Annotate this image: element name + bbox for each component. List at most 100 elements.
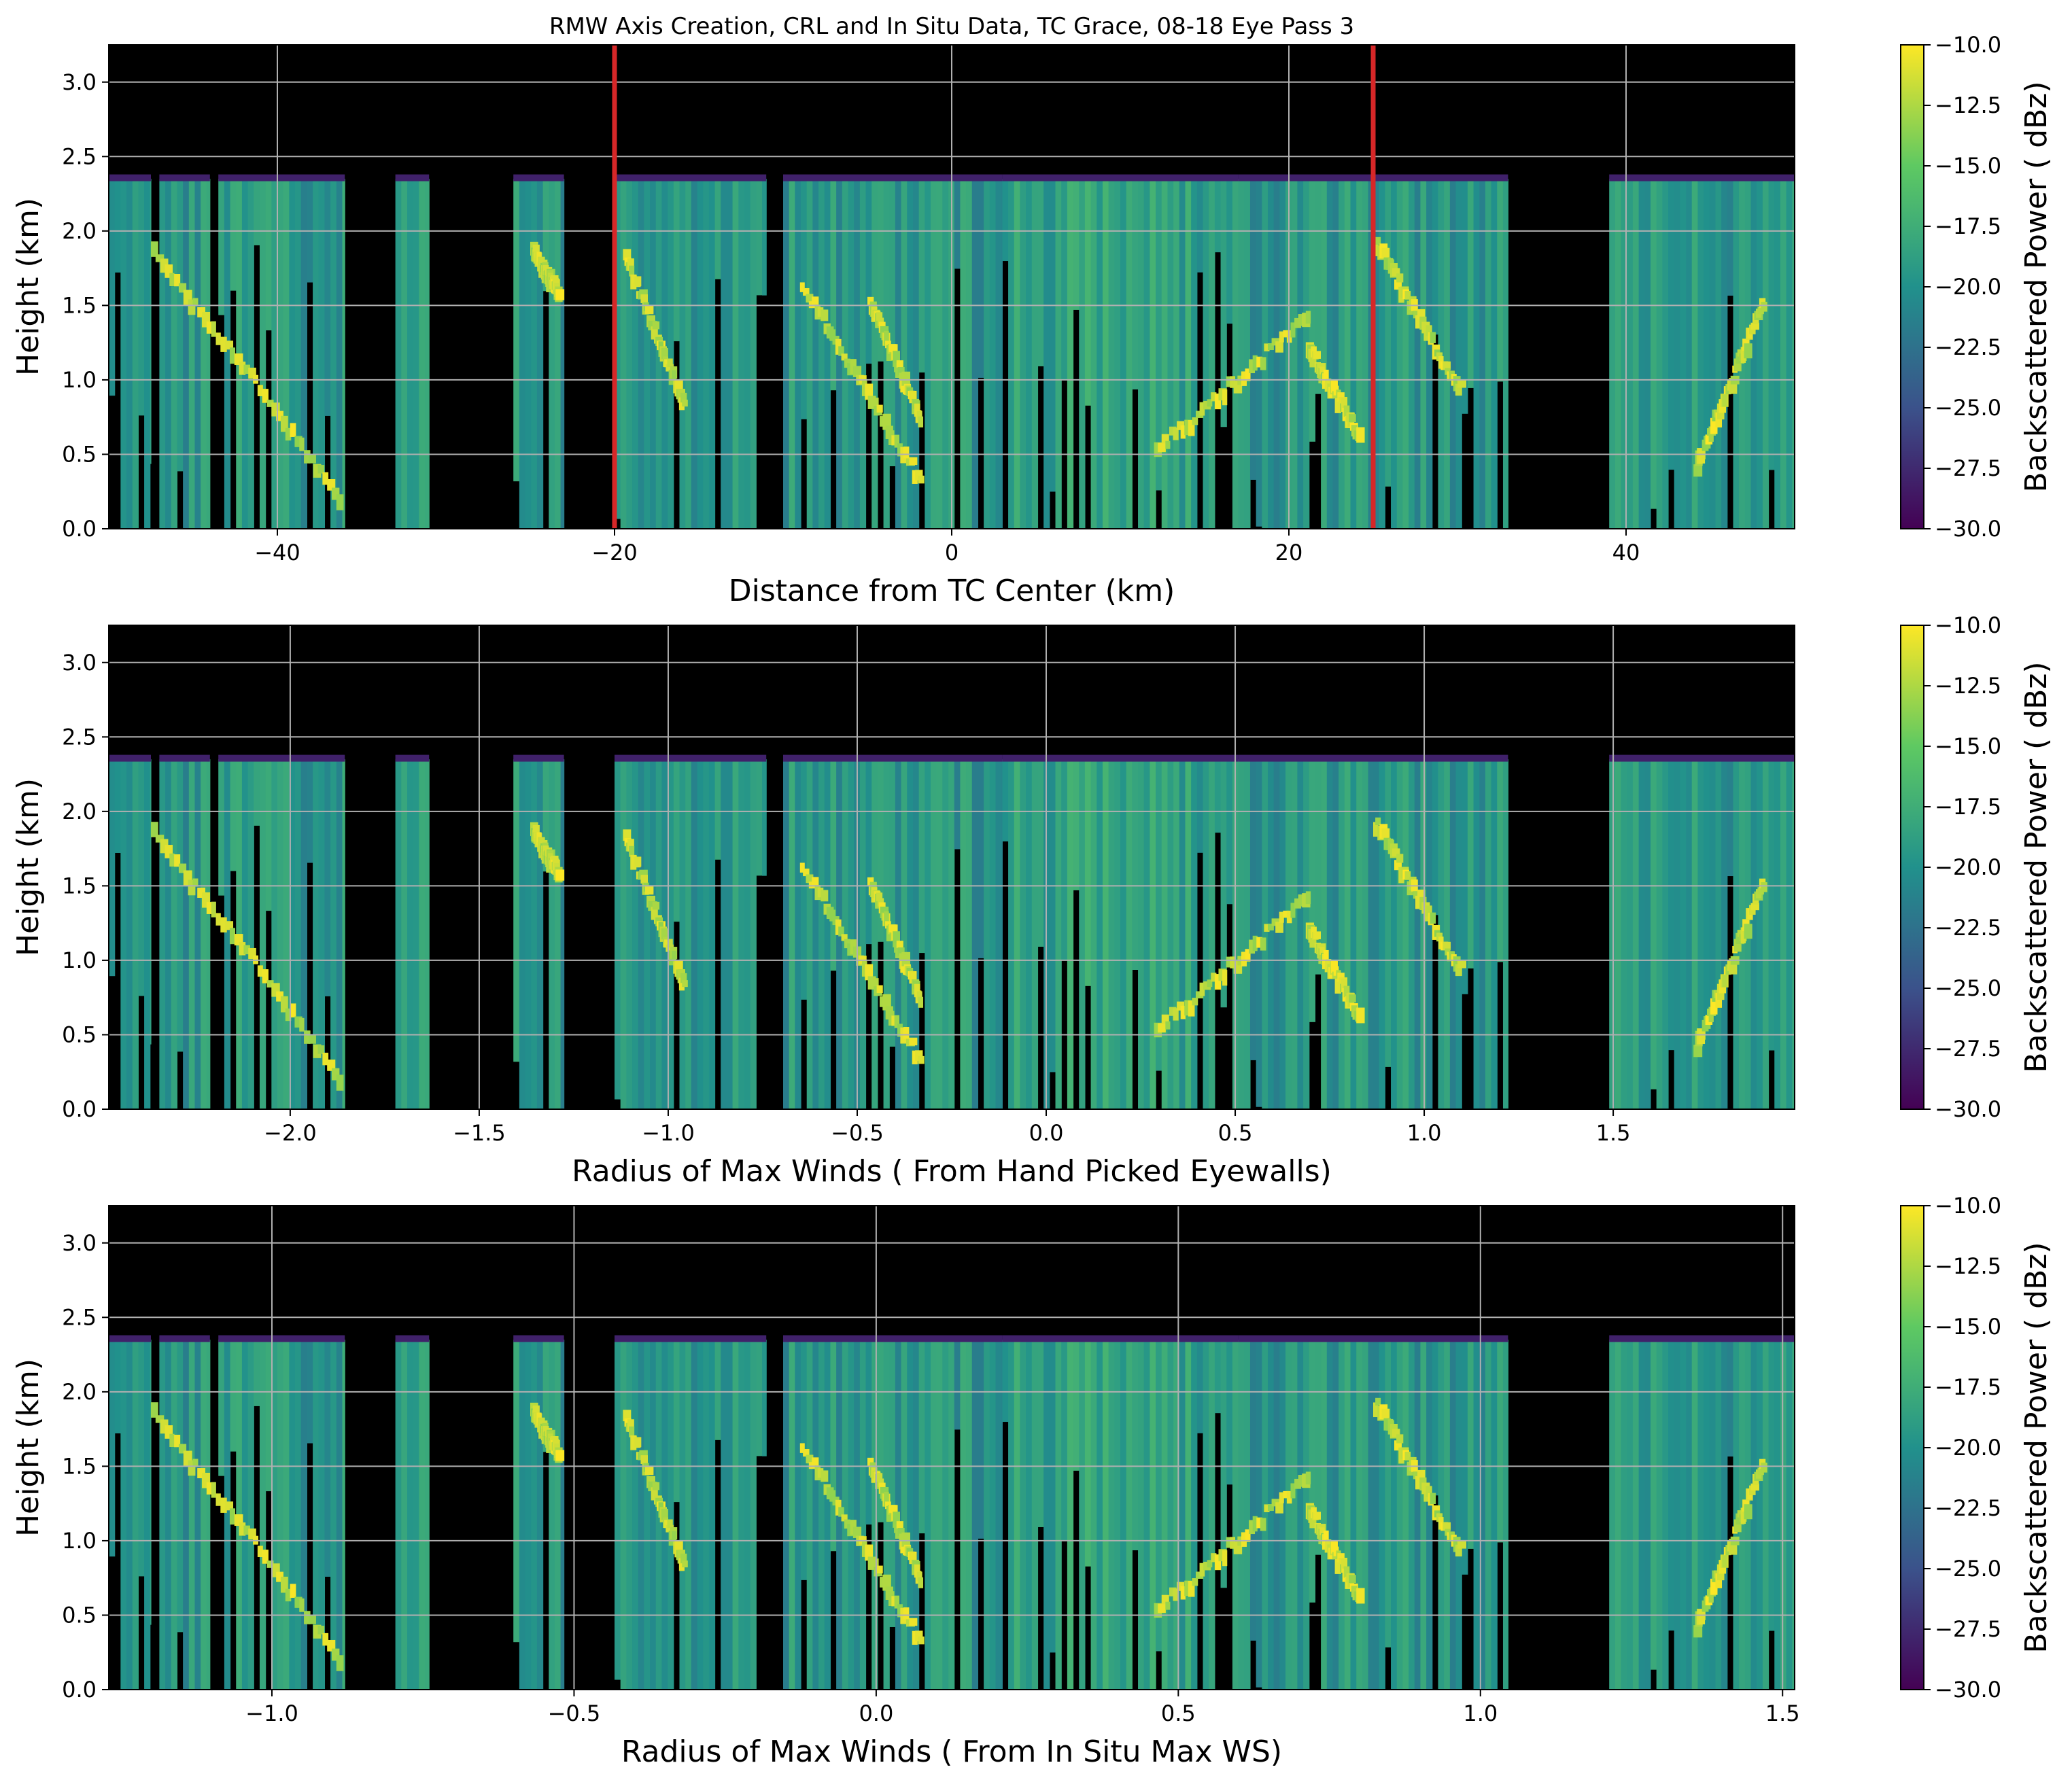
echo-strip [954, 1340, 961, 1430]
echo-strip [1432, 179, 1439, 335]
bright-band-cell [678, 1558, 685, 1571]
bright-band-cell [821, 890, 829, 902]
bright-band-cell [299, 437, 305, 451]
bright-band-cell [202, 311, 210, 328]
echo-strip [1114, 179, 1121, 529]
echo-strip [1792, 759, 1795, 1109]
echo-strip [224, 1340, 231, 1690]
echo-strip [714, 1340, 721, 1440]
echo-strip [1344, 759, 1351, 1109]
echo-strip [1126, 759, 1133, 1109]
echo-strip [1309, 179, 1316, 442]
echo-strip [756, 179, 763, 296]
echo-strip [1061, 179, 1068, 380]
bright-band-cell [197, 888, 206, 898]
bright-band-cell [829, 909, 836, 922]
bright-band-cell [1356, 1007, 1365, 1024]
echo-strip [513, 759, 520, 1062]
echo-strip [1073, 759, 1080, 890]
bright-band-cell [336, 494, 344, 510]
echo-top-edge [1373, 1335, 1508, 1342]
bright-band-cell [806, 874, 814, 884]
echo-strip [230, 759, 237, 871]
x-tick-label: −1.0 [642, 1120, 695, 1146]
echo-strip [1067, 179, 1074, 529]
bright-band-cell [1268, 343, 1274, 351]
bright-band-cell [1294, 317, 1302, 328]
echo-strip [889, 1340, 896, 1627]
bright-band-cell [891, 435, 897, 446]
echo-strip [1161, 179, 1169, 529]
bright-band-cell [1404, 290, 1411, 300]
x-tick-label: −40 [254, 540, 300, 565]
bright-band-cell [239, 1522, 246, 1536]
bright-band-cell [1199, 982, 1205, 996]
bright-band-cell [1693, 1045, 1703, 1058]
echo-strip [177, 1340, 184, 1633]
echo-strip [188, 179, 196, 529]
echo-strip [1680, 179, 1687, 529]
echo-strip [1161, 759, 1169, 1109]
bright-band-cell [651, 907, 658, 920]
echo-strip [513, 1340, 520, 1643]
echo-strip [120, 1340, 127, 1690]
bright-band-cell [1319, 366, 1325, 374]
echo-strip [901, 759, 908, 1109]
echo-strip [1632, 1340, 1640, 1690]
echo-strip [1627, 179, 1634, 529]
bright-band-cell [912, 470, 918, 484]
echo-strip [132, 179, 139, 529]
bright-band-cell [672, 950, 677, 962]
bright-band-cell [165, 264, 173, 278]
echo-strip [912, 1340, 920, 1690]
echo-strip [395, 1340, 402, 1690]
echo-strip [165, 179, 172, 529]
bright-band-cell [891, 1596, 897, 1607]
echo-strip [942, 179, 949, 529]
bright-band-cell [1375, 1397, 1381, 1406]
echo-strip [342, 179, 345, 529]
bright-band-cell [799, 862, 805, 873]
bright-band-cell [229, 928, 236, 945]
echo-strip [144, 179, 151, 529]
bright-band-cell [915, 1630, 923, 1641]
x-tick-label: 0.5 [1161, 1700, 1196, 1726]
bright-band-cell [327, 1639, 336, 1652]
bright-band-cell [1404, 871, 1411, 880]
bright-band-cell [666, 1524, 674, 1533]
echo-strip [159, 179, 166, 529]
echo-strip [1037, 1340, 1044, 1527]
echo-strip [726, 759, 733, 1109]
colorbar-tick-label: −30.0 [1935, 516, 2001, 542]
bright-band-cell [682, 400, 688, 407]
bright-band-cell [1349, 414, 1356, 423]
colorbar-tick-label: −12.5 [1935, 92, 2001, 118]
axes-frame [108, 625, 1795, 1110]
echo-strip [138, 759, 145, 996]
echo-strip [762, 1340, 767, 1456]
bright-band-cell [910, 1552, 916, 1563]
echo-top-edge [1238, 174, 1373, 181]
bright-band-cell [916, 1571, 922, 1582]
echo-strip [1350, 179, 1357, 529]
x-tick-label: 0.5 [1218, 1120, 1253, 1146]
echo-strip [1090, 179, 1097, 529]
echo-strip [1426, 1340, 1433, 1690]
bright-band-cell [867, 877, 874, 887]
echo-strip [144, 759, 151, 1109]
bright-band-cell [317, 1045, 325, 1054]
echo-strip [560, 179, 565, 529]
echo-strip [560, 1340, 565, 1690]
chart-panel-2: −2.0 −1.5 −1.0 −0.5 0.0 0.5 1.0 1.5 0.0 0.5 1.0 1.5… [11, 612, 2054, 1189]
bright-band-cell [901, 371, 910, 386]
bright-band-cell [1334, 978, 1341, 994]
echo-strip [726, 1340, 733, 1690]
echo-strip [638, 759, 644, 1109]
bright-band-cell [1404, 1451, 1411, 1461]
echo-strip [638, 179, 644, 529]
echo-strip [1691, 759, 1698, 1109]
bright-band-cell [1455, 964, 1462, 977]
bright-band-cell [322, 1052, 329, 1066]
bright-band-cell [327, 1059, 336, 1071]
bright-band-cell [644, 305, 654, 315]
